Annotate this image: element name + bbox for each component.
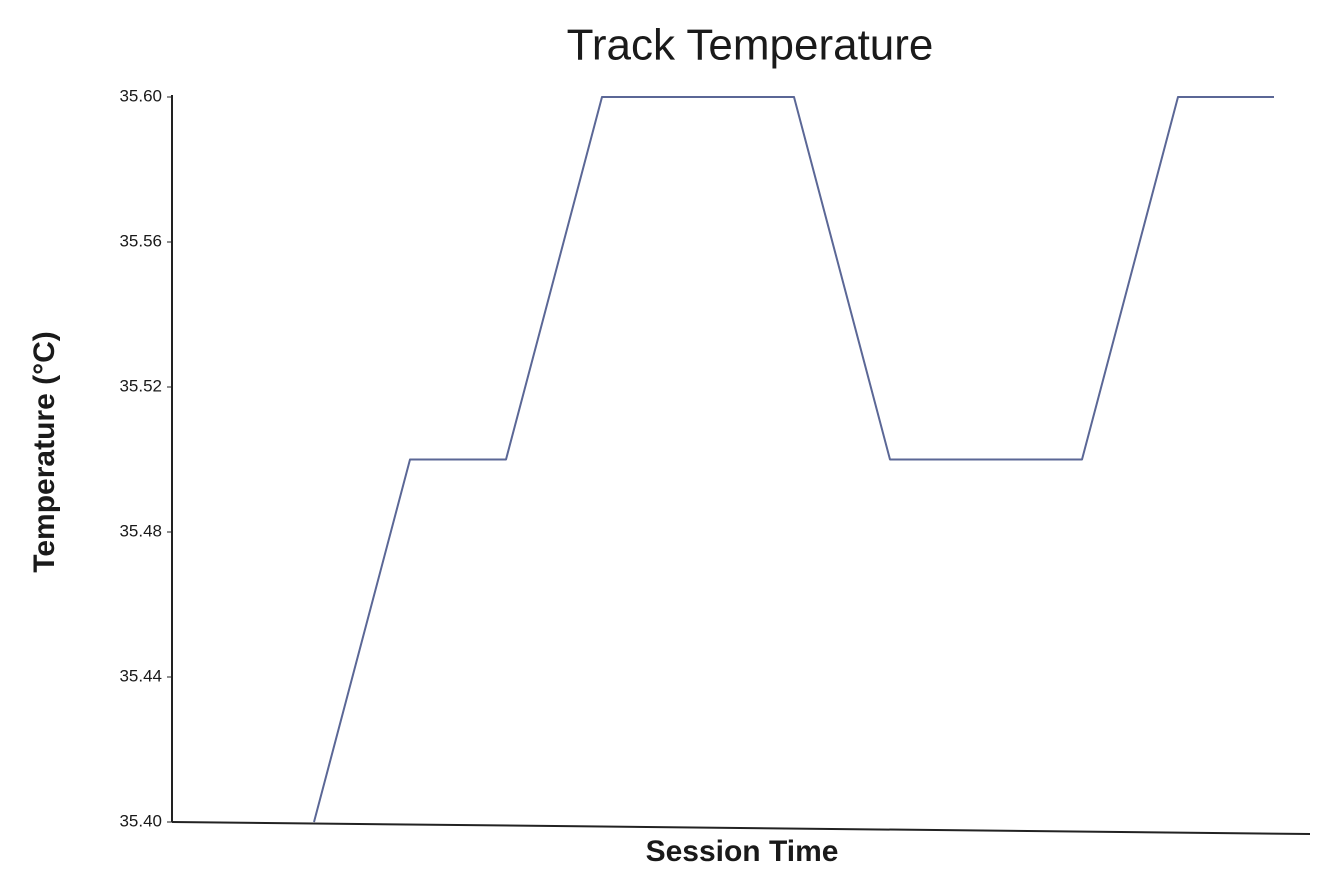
- y-tick-label: 35.52: [119, 376, 162, 395]
- chart-title: Track Temperature: [567, 21, 934, 70]
- y-tick-label: 35.40: [119, 811, 162, 830]
- y-tick-label: 35.44: [119, 666, 162, 685]
- y-tick-label: 35.56: [119, 231, 162, 250]
- x-axis-label: Session Time: [646, 835, 839, 868]
- line-series: [313, 96, 1274, 823]
- x-axis: [171, 821, 1311, 835]
- y-axis-label: Temperature (°C): [28, 331, 61, 572]
- y-tick-label: 35.60: [119, 86, 162, 105]
- y-tick-label: 35.48: [119, 521, 162, 540]
